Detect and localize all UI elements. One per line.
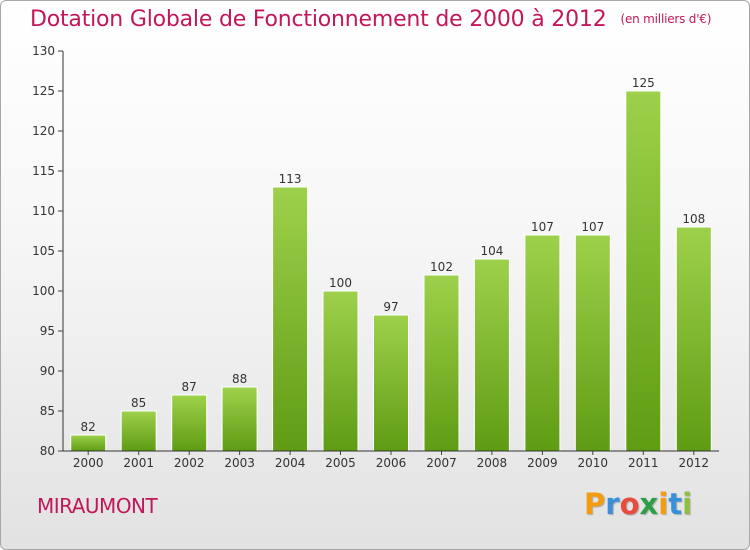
y-tick-label-120: 120 xyxy=(32,124,55,138)
bar-2010 xyxy=(574,234,611,452)
x-tick-label-2002: 2002 xyxy=(174,456,205,470)
x-tick-label-2004: 2004 xyxy=(275,456,306,470)
bar-2009 xyxy=(524,234,561,452)
y-tick-label-110: 110 xyxy=(32,204,55,218)
bar-2008 xyxy=(473,258,510,452)
logo-letter: t xyxy=(668,487,683,521)
y-tick-label-90: 90 xyxy=(40,364,55,378)
logo-letter: i xyxy=(682,487,693,521)
logo-letter: r xyxy=(605,487,620,521)
bar-2011 xyxy=(625,90,662,452)
x-tick-label-2003: 2003 xyxy=(224,456,255,470)
y-tick-label-80: 80 xyxy=(40,444,55,458)
x-tick-label-2009: 2009 xyxy=(527,456,558,470)
data-label-2003: 88 xyxy=(232,372,247,386)
logo-letter: o xyxy=(619,487,640,521)
bar-2003 xyxy=(221,386,258,452)
bar-2007 xyxy=(423,274,460,452)
y-tick-label-85: 85 xyxy=(40,404,55,418)
x-tick-label-2006: 2006 xyxy=(376,456,407,470)
bar-2012 xyxy=(675,226,712,452)
place-name: MIRAUMONT xyxy=(37,494,158,518)
bars-layer xyxy=(70,90,712,452)
data-label-2009: 107 xyxy=(531,220,554,234)
y-tick-label-115: 115 xyxy=(32,164,55,178)
x-tick-label-2008: 2008 xyxy=(477,456,508,470)
data-label-2005: 100 xyxy=(329,276,352,290)
data-label-2007: 102 xyxy=(430,260,453,274)
x-axis: 2000 2001 2002 2003 2004 2005 2006 2007 2008 2009… xyxy=(63,450,719,470)
data-label-2012: 108 xyxy=(682,212,705,226)
data-label-2004: 113 xyxy=(279,172,302,186)
bar-2000 xyxy=(70,434,107,452)
bar-2004 xyxy=(272,186,309,452)
data-label-2000: 82 xyxy=(81,420,96,434)
bar-2006 xyxy=(373,314,409,452)
data-label-2010: 107 xyxy=(581,220,604,234)
chart-title-text: Dotation Globale de Fonctionnement de 20… xyxy=(30,7,607,32)
data-labels-layer: 82 85 87 88 113 100 97 102 104 107 107 125 108 xyxy=(81,76,706,434)
logo-letter: x xyxy=(639,487,659,521)
bar-2001 xyxy=(120,410,157,452)
x-tick-label-2012: 2012 xyxy=(679,456,710,470)
y-tick-label-100: 100 xyxy=(32,284,55,298)
x-tick-label-2007: 2007 xyxy=(426,456,457,470)
y-tick-label-95: 95 xyxy=(40,324,55,338)
logo-letter: P xyxy=(584,487,606,521)
data-label-2001: 85 xyxy=(131,396,146,410)
x-tick-label-2011: 2011 xyxy=(628,456,659,470)
y-tick-label-105: 105 xyxy=(32,244,55,258)
y-axis: 80 85 90 95 100 105 110 115 120 125 130 xyxy=(32,44,64,458)
x-tick-label-2005: 2005 xyxy=(325,456,356,470)
x-tick-label-2000: 2000 xyxy=(73,456,104,470)
bar-2002 xyxy=(171,394,208,452)
data-label-2006: 97 xyxy=(383,300,398,314)
y-tick-label-125: 125 xyxy=(32,84,55,98)
chart-title: Dotation Globale de Fonctionnement de 20… xyxy=(30,7,711,32)
data-label-2002: 87 xyxy=(182,380,197,394)
x-tick-label-2010: 2010 xyxy=(578,456,609,470)
chart-unit: (en milliers d'€) xyxy=(620,12,712,26)
logo-letter: i xyxy=(658,487,669,521)
proxiti-logo: Proxiti xyxy=(584,487,692,521)
x-tick-label-2001: 2001 xyxy=(123,456,154,470)
data-label-2008: 104 xyxy=(480,244,503,258)
y-tick-label-130: 130 xyxy=(32,44,55,58)
bar-2005 xyxy=(322,290,359,452)
data-label-2011: 125 xyxy=(632,76,655,90)
